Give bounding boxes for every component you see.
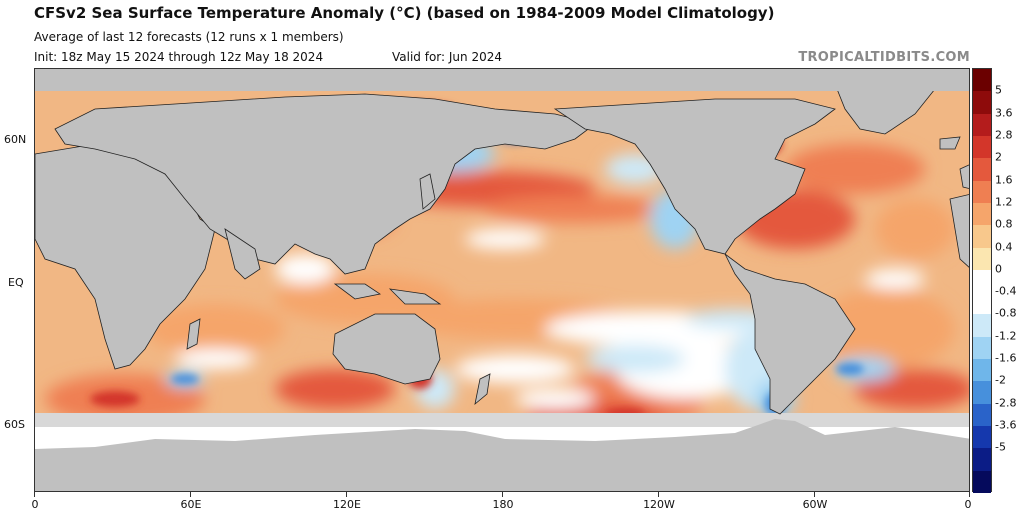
colorbar-swatch — [973, 403, 991, 427]
colorbar-label: 3.6 — [995, 106, 1013, 120]
colorbar-swatch — [973, 314, 991, 338]
lon-tick — [969, 492, 970, 497]
init-time: Init: 18z May 15 2024 through 12z May 18… — [34, 50, 324, 64]
lon-label-0-right: 0 — [964, 498, 972, 511]
colorbar-label: 0.4 — [995, 240, 1013, 254]
colorbar-swatch — [973, 247, 991, 271]
colorbar-label: -5 — [995, 440, 1006, 454]
lon-label-0: 0 — [31, 498, 39, 511]
colorbar-label: 1.2 — [995, 195, 1013, 209]
map-subtitle: Average of last 12 forecasts (12 runs x … — [34, 30, 344, 44]
lon-tick — [502, 492, 503, 497]
lon-tick — [34, 492, 35, 497]
colorbar-swatch — [973, 359, 991, 382]
antarctica — [35, 413, 969, 491]
anomaly-field — [45, 136, 969, 437]
colorbar-swatch — [973, 180, 991, 204]
colorbar-swatch — [973, 470, 991, 494]
lat-label-eq: EQ — [8, 276, 24, 289]
colorbar-swatch — [973, 426, 991, 449]
colorbar-swatch — [973, 448, 991, 472]
colorbar-label: 2.8 — [995, 128, 1013, 142]
map-title: CFSv2 Sea Surface Temperature Anomaly (°… — [34, 4, 775, 22]
colorbar-label: -0.4 — [995, 284, 1017, 298]
colorbar-swatch — [973, 292, 991, 315]
landmasses — [35, 78, 969, 415]
lon-tick — [346, 492, 347, 497]
lon-tick — [658, 492, 659, 497]
valid-time: Valid for: Jun 2024 — [392, 50, 502, 64]
colorbar — [972, 68, 992, 494]
lon-label-180: 180 — [492, 498, 514, 511]
colorbar-swatch — [973, 336, 991, 360]
colorbar-swatch — [973, 91, 991, 115]
colorbar-label: -1.6 — [995, 351, 1017, 365]
lat-label-60n: 60N — [4, 133, 27, 146]
lon-tick — [814, 492, 815, 497]
colorbar-label: 1.6 — [995, 173, 1013, 187]
colorbar-label: -1.2 — [995, 329, 1017, 343]
colorbar-swatch — [973, 381, 991, 405]
sst-anomaly-map — [34, 68, 970, 492]
lon-tick — [190, 492, 191, 497]
lon-label-120e: 120E — [333, 498, 361, 511]
colorbar-swatch — [973, 135, 991, 159]
colorbar-label: -0.8 — [995, 306, 1017, 320]
map-canvas — [35, 69, 969, 491]
colorbar-swatch — [973, 269, 991, 293]
colorbar-label: -2.8 — [995, 396, 1017, 410]
colorbar-label: 0.8 — [995, 217, 1013, 231]
colorbar-swatch — [973, 69, 991, 92]
colorbar-label: 5 — [995, 83, 1002, 97]
lon-label-120w: 120W — [643, 498, 675, 511]
colorbar-label: 2 — [995, 150, 1002, 164]
colorbar-swatch — [973, 225, 991, 249]
lat-label-60s: 60S — [4, 418, 25, 431]
lon-label-60w: 60W — [802, 498, 828, 511]
colorbar-swatch — [973, 202, 991, 226]
colorbar-label: 0 — [995, 262, 1002, 276]
lon-label-60e: 60E — [180, 498, 202, 511]
arctic — [35, 69, 969, 91]
colorbar-label: -3.6 — [995, 418, 1017, 432]
brand-watermark: TROPICALTIDBITS.COM — [798, 50, 970, 65]
colorbar-swatch — [973, 113, 991, 137]
colorbar-label: -2 — [995, 373, 1006, 387]
colorbar-swatch — [973, 158, 991, 182]
